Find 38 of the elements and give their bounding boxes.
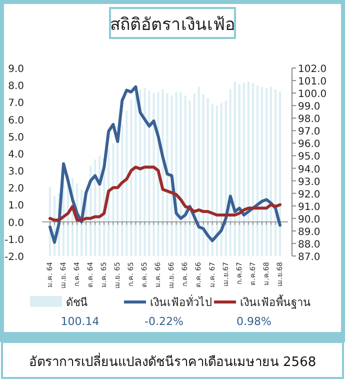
y2-tick-label: 91.0 [298,202,320,213]
y2-tick-label: 96.0 [298,139,320,150]
y-tick-label: 5.0 [8,132,24,144]
y2-tick-label: 92.0 [298,189,320,200]
y-tick-label: 0.0 [8,218,24,229]
y2-tick-label: 94.0 [298,164,320,176]
y-tick-label: 1.0 [8,200,24,212]
text: -0.22% [144,315,184,328]
y2-tick-label: 98.0 [298,114,320,126]
y-tick-label: 6.0 [8,115,24,126]
y2-tick-label: 95.0 [298,152,320,163]
legend-label: ดัชนี [66,296,88,309]
chart-title: สถิติอัตราเงินเฟ้อ [110,15,235,35]
y-tick-label: 9.0 [8,64,24,75]
y2-tick-label: 99.0 [298,102,320,113]
y2-tick-label: 88.0 [298,239,320,250]
y2-tick-label: 100.0 [298,89,327,100]
text: อัตราการเปลี่ยนแปลงดัชนีราคาเดือนเมษายน 2568 [28,353,316,370]
y2-tick-label: 93.0 [298,176,320,188]
y-tick-label: 3.0 [8,166,24,178]
y-tick-label: -1.0 [4,234,24,246]
legend-label: เงินเฟ้อทั่วไป [150,294,212,309]
y2-tick-label: 89.0 [298,226,320,238]
y-tick-label: -2.0 [4,252,24,263]
y2-tick-label: 101.0 [298,76,327,88]
text: 100.14 [60,315,100,328]
y-tick-label: 2.0 [8,184,24,195]
y-tick-label: 4.0 [8,149,24,160]
line-series [48,85,282,244]
line-series [48,166,282,222]
y-tick-label: 8.0 [8,81,24,92]
y2-tick-label: 87.0 [298,252,320,263]
y2-tick-label: 97.0 [298,126,320,138]
text: 0.98% [236,315,272,328]
legend-label: เงินเฟ้อพื้นฐาน [240,294,311,309]
y-tick-label: 7.0 [8,98,24,110]
y2-tick-label: 102.0 [298,64,327,75]
y2-tick-label: 90.0 [298,214,320,226]
